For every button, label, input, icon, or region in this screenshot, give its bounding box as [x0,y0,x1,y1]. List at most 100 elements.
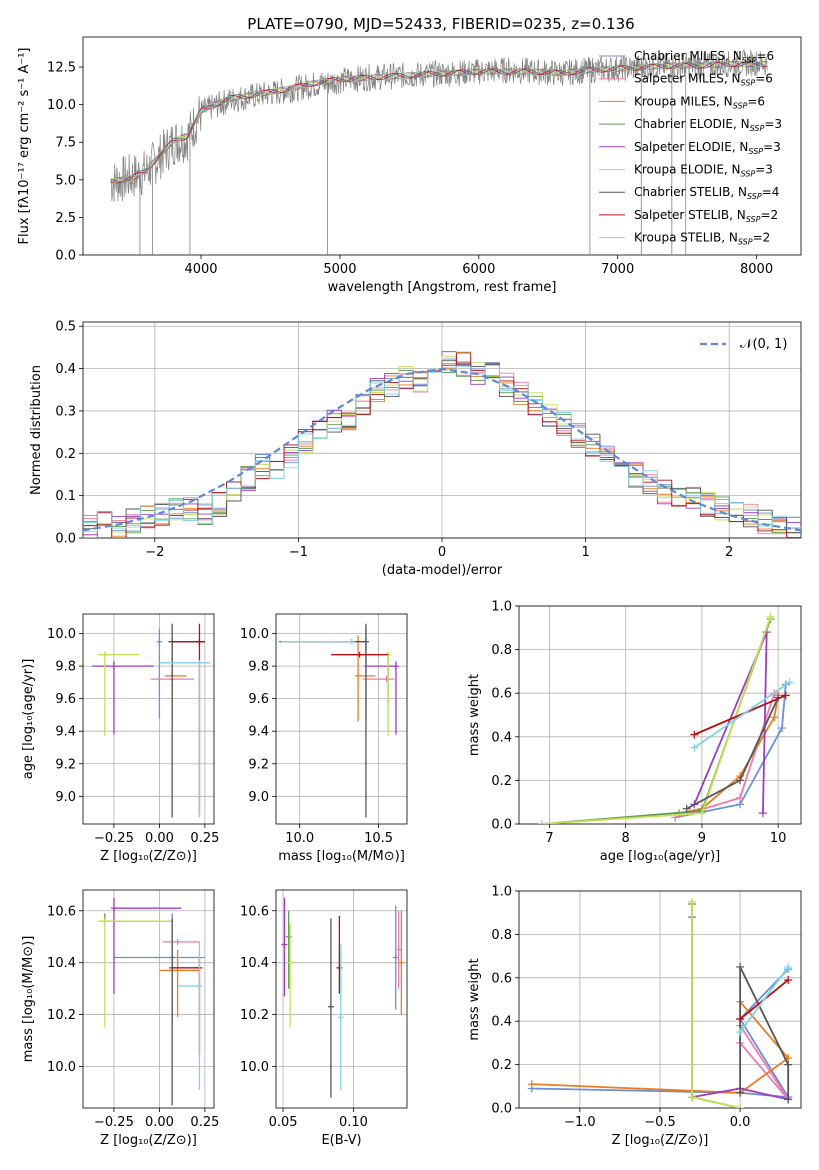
axes-frame [518,605,802,825]
y-tick-label: 7.5 [55,136,76,151]
weight-marker [766,612,775,621]
legend-entry-subscript: SSP [746,215,761,224]
x-tick-label: 0 [438,545,446,560]
model-line-chabrier-stelib [110,61,768,183]
legend-entry-count: =6 [755,72,773,86]
weight-vs-age-panel: 7 8 9 10 0.0 0.2 0.4 0.6 0.8 1.0 age [log₁₀(age/yr… [467,600,802,864]
x-tick-label: 7000 [601,262,634,277]
data-point-marker [196,983,203,990]
y-tick-label: 9.6 [55,692,76,707]
weight-marker [781,691,790,700]
y-tick-label: 0.4 [491,730,512,745]
weight-marker [770,713,779,722]
y-tick-label: 0.0 [55,249,76,264]
data-point-marker [395,946,402,953]
y-tick-label: 0.6 [491,971,512,986]
y-tick-label: 10.0 [240,1060,269,1075]
weight-marker [736,962,745,971]
y-tick-label: 0.5 [55,320,76,335]
y-tick-label: 9.2 [248,757,269,772]
y-tick-label: 9.8 [55,660,76,675]
y-axis-label: age [log₁₀(age/yr)] [21,659,36,780]
legend-entry-count: =2 [753,231,771,245]
x-tick-label: 5000 [323,262,356,277]
weight-marker [682,804,691,813]
legend-entry-label: Salpeter MILES, N [634,72,741,86]
data-point-marker [110,905,117,912]
axes-frame [82,889,215,1109]
plot-area [537,612,794,824]
y-tick-label: 5.0 [55,173,76,188]
weight-marker [697,809,706,818]
weight-marker [784,1060,793,1069]
data-point-marker [356,651,363,658]
y-axis-label: Flux [fλ10⁻¹⁷ erg cm⁻² s⁻¹ A⁻¹] [17,48,32,245]
weight-marker [527,1080,536,1089]
y-tick-label: 0.2 [491,774,512,789]
y-tick-label: 0.8 [491,928,512,943]
weight-marker [736,1088,745,1097]
legend-entry-label: Kroupa ELODIE, N [634,163,741,177]
y-tick-label: 0.6 [491,687,512,702]
model-line-kroupa-stelib [110,61,768,185]
legend-entry: Chabrier ELODIE, NSSP=3 [634,117,782,133]
age-vs-mass-panel: 10.0 10.5 9.0 9.2 9.4 9.6 9.8 10.0 mass [log₁₀(M… [240,613,408,864]
x-axis-label: Z [log₁₀(Z/Z⊙)] [612,1133,709,1148]
legend-normal-label: 𝒩(0, 1) [740,337,787,352]
data-point-marker [101,918,108,925]
x-axis-label: E(B-V) [321,1133,361,1148]
plot-area [110,48,768,255]
histogram-kroupa-stelib [83,364,801,529]
weight-marker [736,776,745,785]
weight-line-kroupa-miles [531,1001,790,1094]
x-axis-label: mass [log₁₀(M/M⊙)] [278,849,405,864]
x-tick-label: 4000 [184,262,217,277]
legend-entry: Chabrier MILES, NSSP=6 [634,49,774,65]
weight-vs-metallicity-panel: −1.0 −0.5 0.0 0.0 0.2 0.4 0.6 0.8 1.0 Z [log₁₀(Z/… [467,885,802,1148]
data-point-marker [336,964,343,971]
x-tick-label: 2 [725,545,733,560]
legend-entry-count: =6 [747,94,765,108]
axes-frame [82,36,802,256]
legend-entry-subscript: SSP [750,124,765,133]
data-point-marker [196,638,203,645]
x-tick-label: 9 [698,831,706,846]
weight-marker [688,1093,697,1102]
legend-entry-subscript: SSP [741,170,756,179]
data-point-marker [156,638,163,645]
x-tick-label: 0.25 [190,831,219,846]
legend-entry: Chabrier STELIB, NSSP=4 [634,185,779,201]
weight-line-kroupa-stelib [693,681,791,749]
residuals-histogram-panel: −2 −1 0 1 2 0.0 0.1 0.2 0.3 0.4 0.5 (data-model)/er… [29,320,802,578]
plot-area [97,897,205,1106]
y-tick-label: 9.2 [55,757,76,772]
y-tick-label: 9.0 [248,790,269,805]
spectrum-panel: 4000 5000 6000 7000 8000 0.0 2.5 5.0 7.5 10.0 12.5… [17,36,802,295]
axes-frame [275,613,408,825]
legend-entry-count: =3 [763,140,781,154]
x-tick-label: −1 [289,545,308,560]
weight-marker [758,809,767,818]
data-point-marker [348,638,355,645]
age-vs-metallicity-panel: −0.25 0.00 0.25 9.0 9.2 9.4 9.6 9.8 10.0 Z [log₁₀… [21,613,219,864]
legend-entry-label: Salpeter STELIB, N [634,208,746,222]
weight-marker [736,1028,745,1037]
y-tick-label: 10.0 [47,627,76,642]
y-tick-label: 0.4 [55,362,76,377]
plot-area [281,897,405,1098]
x-axis-label: (data-model)/error [382,563,503,578]
y-axis-label: mass [log₁₀(M/M⊙)] [21,936,36,1063]
x-tick-label: 10.5 [364,831,393,846]
legend-entry-count: =2 [760,208,778,222]
x-tick-label: −0.25 [94,1115,134,1130]
mass-vs-metallicity-panel: −0.25 0.00 0.25 10.0 10.2 10.4 10.6 Z [log₁₀(Z/… [21,889,219,1148]
legend-entry-subscript: SSP [748,147,763,156]
data-point-marker [281,941,288,948]
legend-entry-label: Chabrier ELODIE, N [634,117,750,131]
legend-entry-label: Kroupa MILES, N [634,94,733,108]
weight-marker [784,1095,793,1104]
y-tick-label: 10.6 [47,904,76,919]
weight-marker [777,724,786,733]
y-tick-label: 10.4 [240,956,269,971]
